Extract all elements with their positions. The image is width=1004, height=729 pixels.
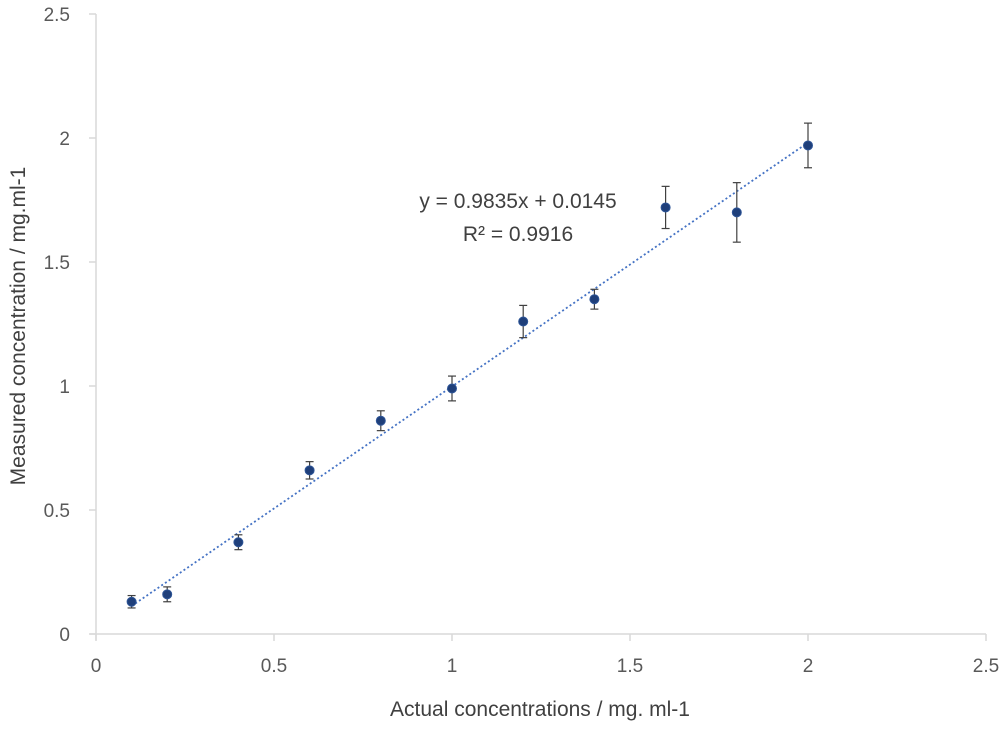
data-point bbox=[589, 294, 600, 305]
data-point bbox=[803, 140, 813, 151]
y-tick-label: 1 bbox=[59, 377, 70, 398]
trendline-equation: y = 0.9835x + 0.0145 bbox=[419, 190, 616, 213]
y-tick-label: 2.5 bbox=[44, 5, 70, 26]
y-tick-label: 2 bbox=[59, 129, 70, 150]
x-tick-label: 1 bbox=[447, 656, 458, 677]
y-tick-label: 0 bbox=[59, 625, 70, 646]
x-tick-label: 0 bbox=[91, 656, 102, 677]
y-tick-label: 1.5 bbox=[44, 253, 70, 274]
data-point bbox=[304, 465, 315, 476]
data-point bbox=[126, 596, 137, 607]
trendline bbox=[131, 141, 809, 607]
data-point bbox=[660, 202, 671, 213]
data-point bbox=[162, 589, 173, 600]
y-tick-label: 0.5 bbox=[44, 501, 70, 522]
axes bbox=[89, 13, 987, 641]
trendline-group bbox=[131, 141, 809, 607]
data-points bbox=[126, 140, 813, 607]
x-tick-label: 2.5 bbox=[973, 656, 999, 677]
data-point bbox=[375, 415, 386, 426]
trendline-r-squared: R² = 0.9916 bbox=[463, 223, 573, 246]
data-point bbox=[233, 537, 244, 548]
x-tick-label: 2 bbox=[803, 656, 814, 677]
x-tick-label: 1.5 bbox=[617, 656, 643, 677]
data-point bbox=[731, 207, 742, 218]
x-axis-title: Actual concentrations / mg. ml-1 bbox=[390, 698, 690, 721]
tick-labels: 0 0.5 1 1.5 2 2.5 0 0.5 1 1.5 2 2.5 bbox=[44, 5, 1000, 677]
y-axis-title: Measured concentration / mg.ml-1 bbox=[7, 167, 30, 486]
data-point bbox=[518, 316, 529, 327]
data-point bbox=[447, 383, 457, 394]
x-tick-label: 0.5 bbox=[261, 656, 287, 677]
